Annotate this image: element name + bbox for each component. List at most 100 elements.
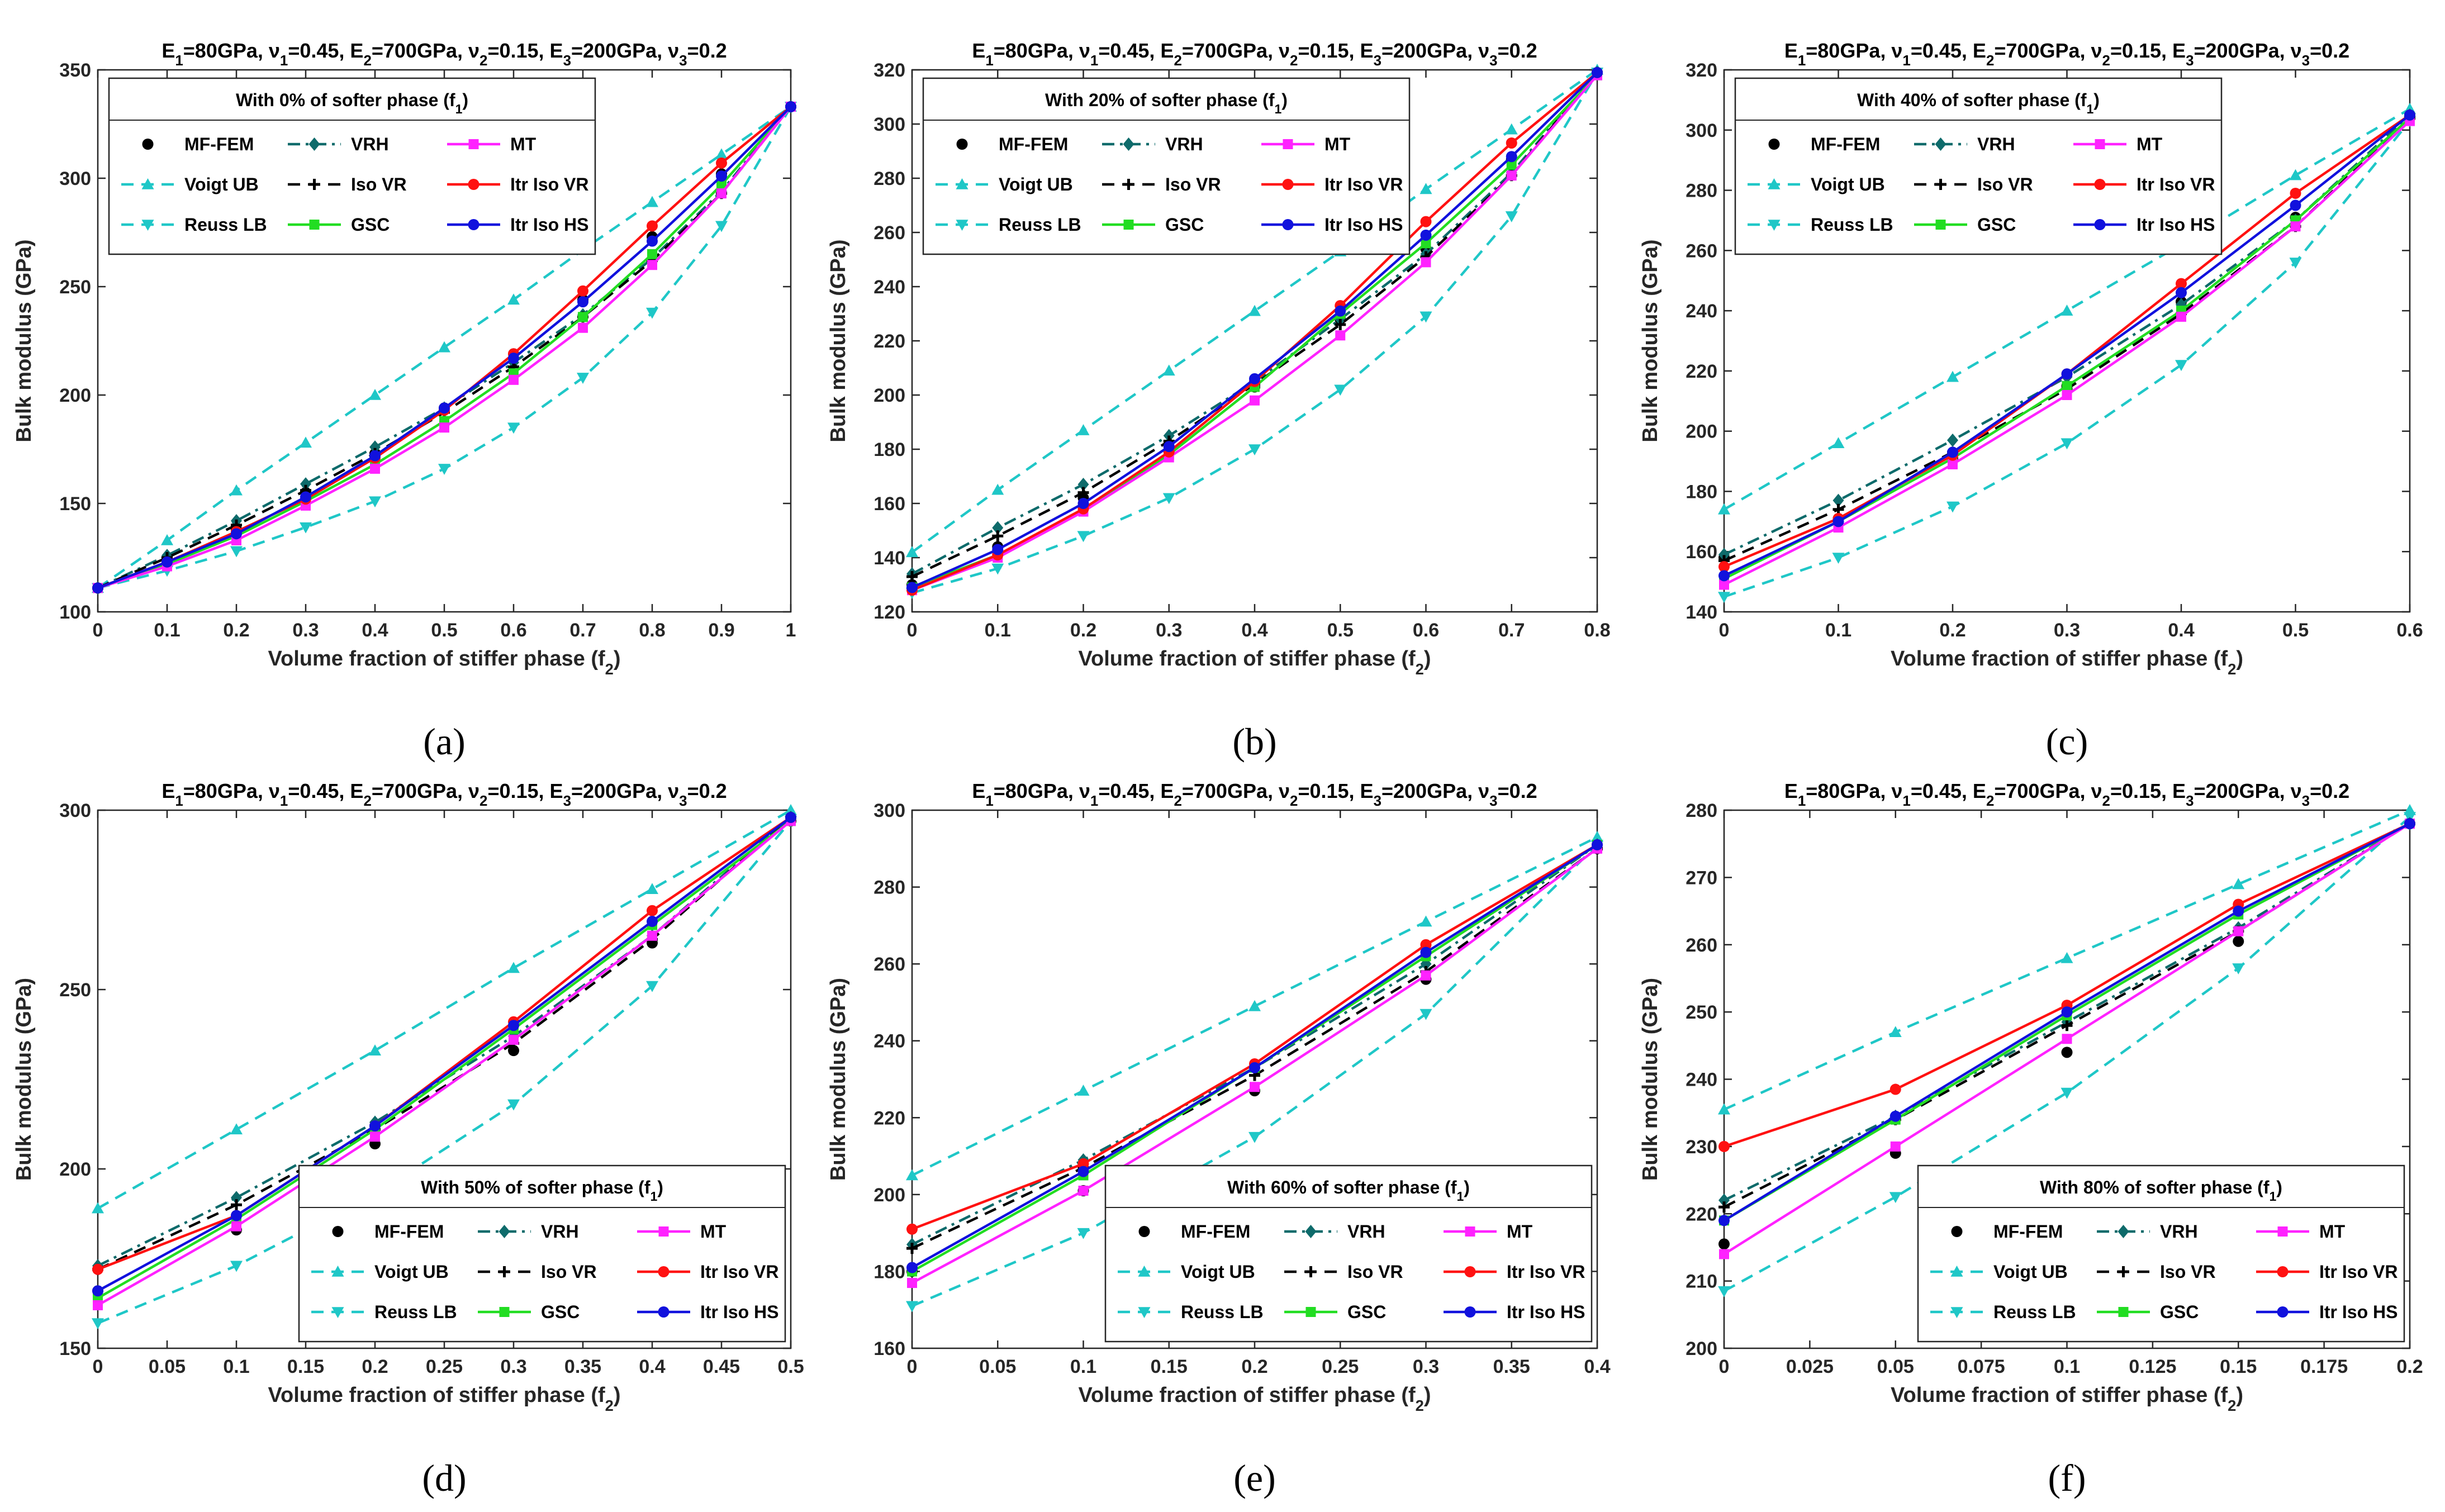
legend-marker [1768, 220, 1781, 231]
y-tick-label: 200 [1686, 1338, 1717, 1359]
data-point [1718, 561, 1730, 573]
data-point [1718, 548, 1730, 562]
y-tick-label: 100 [59, 602, 91, 623]
data-point [646, 196, 658, 207]
data-point [906, 582, 918, 593]
legend-entry: Itr Iso HS [1324, 215, 1403, 235]
data-point [439, 422, 449, 433]
y-tick-label: 200 [873, 385, 905, 406]
x-tick-label: 1 [786, 620, 796, 641]
x-tick-label: 0.1 [985, 620, 1011, 641]
x-tick-label: 0.1 [223, 1356, 249, 1377]
series-line-mt [97, 820, 792, 1306]
legend: With 60% of softer phase (f1) MF-FEM VRH MT… [1104, 1164, 1593, 1343]
legend-entry: Reuss LB [1811, 215, 1893, 235]
legend-entry: GSC [541, 1302, 580, 1322]
series-line-vrh [911, 72, 1598, 576]
legend-marker [1935, 179, 1946, 190]
legend-box [922, 77, 1411, 255]
y-tick-label: 320 [873, 60, 905, 81]
data-point [507, 293, 520, 305]
legend-entry: GSC [1165, 215, 1204, 235]
legend-marker [1950, 1307, 1963, 1318]
series-line-voigt-ub [1724, 809, 2410, 1111]
legend-marker [141, 220, 154, 231]
y-tick-label: 300 [59, 168, 91, 189]
series-line-reuss-lb [97, 820, 792, 1325]
legend-entry: Reuss LB [1181, 1302, 1264, 1322]
data-point [509, 1034, 519, 1045]
data-point [991, 483, 1004, 495]
y-tick-label: 200 [873, 1185, 905, 1206]
legend-entry: Voigt UB [999, 174, 1073, 194]
data-point [438, 341, 450, 353]
data-point [2061, 305, 2073, 316]
data-point [1163, 441, 1175, 453]
series-line-gsc [97, 820, 792, 1300]
x-tick-label: 0.025 [1786, 1356, 1834, 1377]
legend-marker [1283, 139, 1293, 149]
x-tick-label: 0.4 [1584, 1356, 1610, 1377]
data-point [1419, 183, 1432, 194]
data-point [2062, 1034, 2072, 1044]
data-point [907, 1278, 917, 1288]
panel-d: E1=80GPa, ν1=0.45, E2=700GPa, ν2=0.15, E… [12, 779, 804, 1499]
x-tick-label: 0.15 [2220, 1356, 2257, 1377]
data-point [1420, 216, 1432, 227]
data-point [2061, 1047, 2073, 1058]
data-point [2404, 109, 2415, 121]
x-tick-label: 0.2 [223, 620, 249, 641]
x-tick-label: 0.3 [1413, 1356, 1439, 1377]
data-point [577, 296, 588, 308]
legend-entry: MF-FEM [374, 1221, 444, 1242]
data-point [716, 179, 727, 190]
x-tick-label: 0.6 [2396, 620, 2423, 641]
data-point [2062, 390, 2072, 400]
legend-marker [658, 1266, 670, 1277]
data-point [647, 260, 657, 270]
data-point [647, 930, 657, 941]
x-tick-label: 0.4 [2168, 620, 2194, 641]
y-tick-label: 160 [873, 493, 905, 515]
legend-marker [1464, 1306, 1476, 1318]
x-axis-label: Volume fraction of stiffer phase (f2) [268, 1383, 620, 1414]
data-point [1335, 305, 1346, 317]
data-point [231, 1191, 242, 1205]
data-point [1077, 1166, 1089, 1177]
legend-entry: Itr Iso HS [2137, 215, 2215, 235]
data-point [906, 570, 918, 582]
panel-caption: (a) [423, 720, 465, 763]
data-point [92, 582, 103, 594]
data-point [1889, 1110, 1901, 1122]
data-point [2289, 258, 2302, 269]
data-point [369, 450, 381, 462]
data-point [230, 546, 243, 558]
x-tick-label: 0.15 [287, 1356, 324, 1377]
data-point [646, 883, 658, 895]
y-tick-label: 240 [1686, 1069, 1717, 1091]
legend-marker [2118, 1225, 2129, 1238]
data-point [1420, 939, 1432, 950]
legend-entry: MF-FEM [1181, 1221, 1250, 1242]
x-tick-label: 0.25 [1322, 1356, 1359, 1377]
data-point [716, 157, 727, 169]
data-point [438, 464, 450, 475]
data-point [230, 484, 243, 496]
data-point [906, 546, 918, 558]
legend-title: With 40% of softer phase (f1) [1857, 90, 2100, 116]
data-point [2176, 311, 2186, 322]
series-group [1718, 804, 2416, 1297]
legend-entry: Reuss LB [184, 215, 267, 235]
x-tick-label: 0.3 [1156, 620, 1182, 641]
x-tick-label: 0.4 [362, 620, 388, 641]
legend-entry: Itr Iso VR [2319, 1262, 2397, 1282]
y-tick-label: 300 [1686, 120, 1717, 141]
legend-entry: MT [2137, 134, 2163, 154]
data-point [1421, 970, 1431, 981]
data-point [507, 1099, 520, 1111]
data-point [646, 307, 658, 319]
x-axis-label: Volume fraction of stiffer phase (f2) [268, 647, 620, 678]
data-point [1077, 531, 1090, 543]
data-point [507, 962, 520, 973]
data-point [1718, 1286, 1730, 1297]
